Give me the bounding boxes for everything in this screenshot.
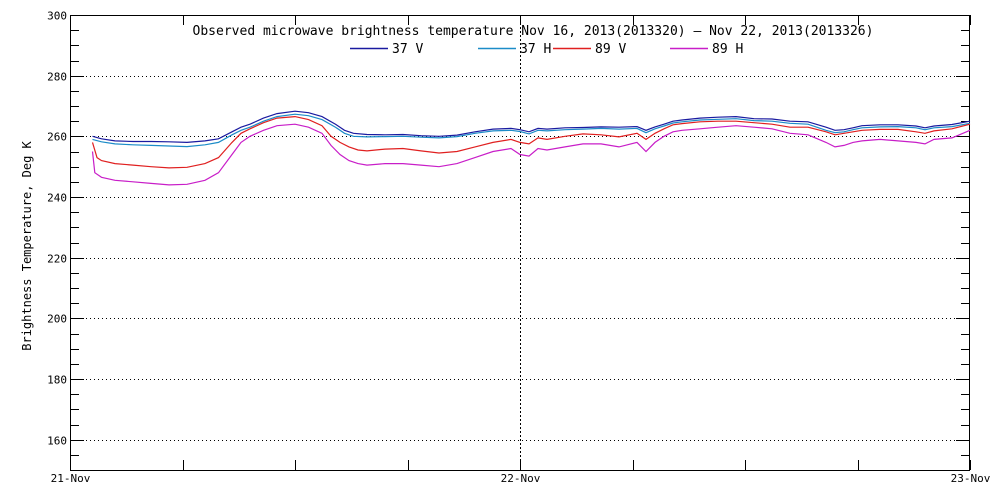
- grid-lines: [70, 15, 970, 470]
- x-tick-label: 23-Nov: [951, 472, 991, 485]
- series-line-89-v: [91, 115, 971, 169]
- x-tick-labels: 21-Nov 22-Nov 23-Nov: [51, 472, 991, 485]
- y-tick-label: 220: [47, 253, 67, 266]
- y-tick-label: 240: [47, 192, 67, 205]
- legend-label: 89 H: [712, 42, 743, 57]
- legend: 37 V 37 H 89 V 89 H: [350, 42, 743, 57]
- series-line-37-v: [92, 110, 971, 144]
- x-tick-label: 21-Nov: [51, 472, 91, 485]
- series-line-37-h: [92, 113, 971, 148]
- plot-frame: [70, 15, 970, 471]
- y-tick-label: 280: [47, 71, 67, 84]
- series-line-89-h: [91, 123, 971, 186]
- y-tick-labels: 160 180 200 220 240 260 280 300: [47, 10, 67, 448]
- y-tick-label: 180: [47, 374, 67, 387]
- x-tick-label: 22-Nov: [501, 472, 541, 485]
- y-tick-label: 200: [47, 313, 67, 326]
- legend-label: 89 V: [595, 42, 626, 57]
- y-tick-label: 160: [47, 435, 67, 448]
- legend-label: 37 V: [392, 42, 423, 57]
- y-axis-label: Brightness Temperature, Deg K: [20, 140, 34, 350]
- series-lines: [91, 110, 971, 186]
- y-tick-label: 260: [47, 131, 67, 144]
- chart-title: Observed microwave brightness temperatur…: [193, 24, 874, 39]
- legend-label: 37 H: [520, 42, 551, 57]
- y-tick-label: 300: [47, 10, 67, 23]
